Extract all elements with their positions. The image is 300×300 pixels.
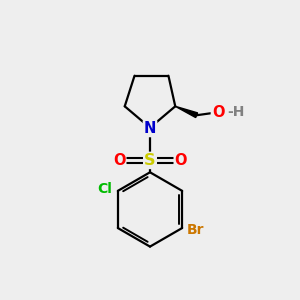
Text: O: O <box>175 153 187 168</box>
Text: Cl: Cl <box>97 182 112 197</box>
Text: O: O <box>212 105 224 120</box>
Text: N: N <box>144 121 156 136</box>
Text: S: S <box>144 153 156 168</box>
Text: Br: Br <box>187 223 204 236</box>
Polygon shape <box>175 106 198 118</box>
Text: -H: -H <box>228 105 245 119</box>
Text: O: O <box>113 153 125 168</box>
